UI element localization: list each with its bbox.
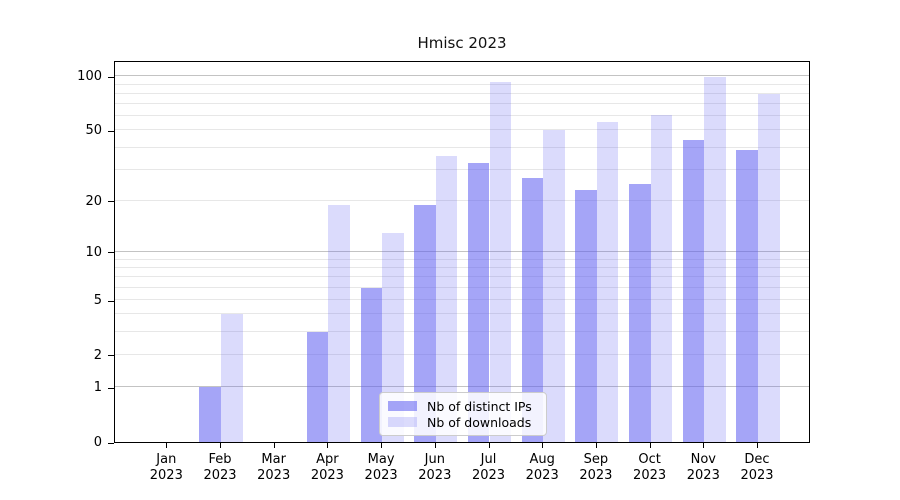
bar-downloads-apr — [328, 204, 350, 442]
bar-distinct-ips-jun — [414, 204, 436, 442]
y-tick-mark-100 — [108, 76, 114, 78]
gridline-90 — [115, 83, 809, 85]
bar-downloads-dec — [758, 93, 780, 442]
y-tick-mark-10 — [108, 252, 114, 254]
y-tick-mark-0 — [108, 442, 114, 444]
legend: Nb of distinct IPs Nb of downloads — [379, 392, 547, 436]
bar-distinct-ips-aug — [521, 177, 544, 442]
x-tick-mark-apr — [327, 443, 329, 448]
x-tick-label-aug: Aug 2023 — [525, 452, 559, 483]
y-tick-mark-1 — [108, 387, 114, 389]
legend-label-downloads: Nb of downloads — [427, 414, 532, 430]
x-tick-mark-may — [381, 443, 383, 448]
gridline-5 — [115, 299, 809, 301]
gridline-30 — [115, 168, 809, 170]
gridline-2 — [115, 353, 809, 355]
gridline-7 — [115, 276, 809, 278]
bar-distinct-ips-dec — [736, 149, 758, 442]
x-tick-label-jun: Jun 2023 — [418, 452, 452, 483]
y-tick-mark-20 — [108, 201, 114, 203]
x-tick-mark-sep — [595, 443, 597, 448]
y-tick-label-1: 1 — [93, 380, 102, 396]
y-tick-label-0: 0 — [93, 435, 102, 450]
bar-downloads-may — [382, 232, 404, 442]
gridline-20 — [115, 199, 809, 201]
gridline-10 — [115, 251, 809, 252]
bar-distinct-ips-oct — [629, 183, 651, 442]
x-tick-label-sep: Sep 2023 — [579, 452, 613, 483]
legend-swatch-downloads — [388, 417, 417, 427]
gridline-6 — [115, 286, 809, 288]
gridline-1 — [115, 386, 809, 388]
bar-downloads-oct — [650, 114, 673, 442]
x-tick-mark-feb — [220, 443, 221, 448]
x-tick-label-apr: Apr 2023 — [310, 452, 344, 483]
bar-distinct-ips-feb — [199, 387, 221, 442]
bar-distinct-ips-nov — [682, 140, 705, 442]
y-tick-label-10: 10 — [85, 244, 102, 260]
x-tick-label-jan: Jan 2023 — [149, 452, 183, 483]
legend-item-distinct-ips: Nb of distinct IPs — [388, 398, 538, 414]
bar-downloads-sep — [596, 121, 619, 442]
y-tick-mark-50 — [108, 130, 114, 132]
x-tick-mark-jul — [488, 443, 490, 448]
gridline-8 — [115, 266, 809, 268]
x-tick-mark-oct — [649, 443, 651, 448]
x-tick-mark-nov — [703, 443, 705, 448]
legend-swatch-distinct-ips — [388, 401, 417, 411]
gridline-9 — [115, 258, 809, 260]
y-tick-label-50: 50 — [85, 123, 102, 139]
y-tick-label-5: 5 — [93, 293, 102, 309]
gridline-100 — [115, 75, 809, 77]
bar-downloads-jul — [489, 81, 512, 442]
gridline-40 — [115, 146, 809, 148]
gridline-50 — [115, 129, 809, 131]
y-tick-label-2: 2 — [93, 347, 102, 363]
bar-distinct-ips-apr — [306, 332, 329, 442]
gridline-80 — [115, 92, 809, 94]
y-tick-label-20: 20 — [85, 193, 102, 209]
x-tick-label-may: May 2023 — [364, 452, 398, 483]
bar-downloads-aug — [543, 130, 565, 442]
bar-distinct-ips-may — [360, 287, 383, 442]
x-tick-label-nov: Nov 2023 — [686, 452, 720, 483]
x-tick-mark-mar — [273, 443, 275, 448]
y-tick-mark-5 — [108, 300, 114, 302]
gridline-70 — [115, 103, 809, 105]
legend-item-downloads: Nb of downloads — [388, 414, 538, 430]
x-tick-mark-jun — [434, 443, 436, 448]
x-tick-label-dec: Dec 2023 — [740, 452, 774, 483]
x-tick-mark-jan — [166, 443, 168, 448]
gridline-3 — [115, 331, 809, 333]
gridline-4 — [115, 313, 809, 315]
x-tick-label-oct: Oct 2023 — [633, 452, 667, 483]
x-tick-label-jul: Jul 2023 — [471, 452, 506, 483]
bar-downloads-jun — [435, 155, 458, 442]
chart-title: Hmisc 2023 — [417, 34, 507, 52]
bar-downloads-feb — [221, 314, 243, 442]
y-tick-label-100: 100 — [77, 69, 102, 85]
bar-distinct-ips-jul — [467, 162, 490, 442]
x-tick-label-feb: Feb 2023 — [203, 452, 237, 483]
y-tick-mark-2 — [108, 355, 114, 357]
x-tick-label-mar: Mar 2023 — [257, 452, 291, 483]
bar-downloads-nov — [704, 77, 726, 442]
plot-area: Nb of distinct IPs Nb of downloads — [114, 61, 810, 443]
x-tick-mark-dec — [757, 443, 758, 448]
bar-distinct-ips-sep — [575, 190, 597, 442]
x-tick-mark-aug — [542, 443, 544, 448]
legend-label-distinct-ips: Nb of distinct IPs — [427, 398, 532, 414]
gridline-60 — [115, 115, 809, 117]
